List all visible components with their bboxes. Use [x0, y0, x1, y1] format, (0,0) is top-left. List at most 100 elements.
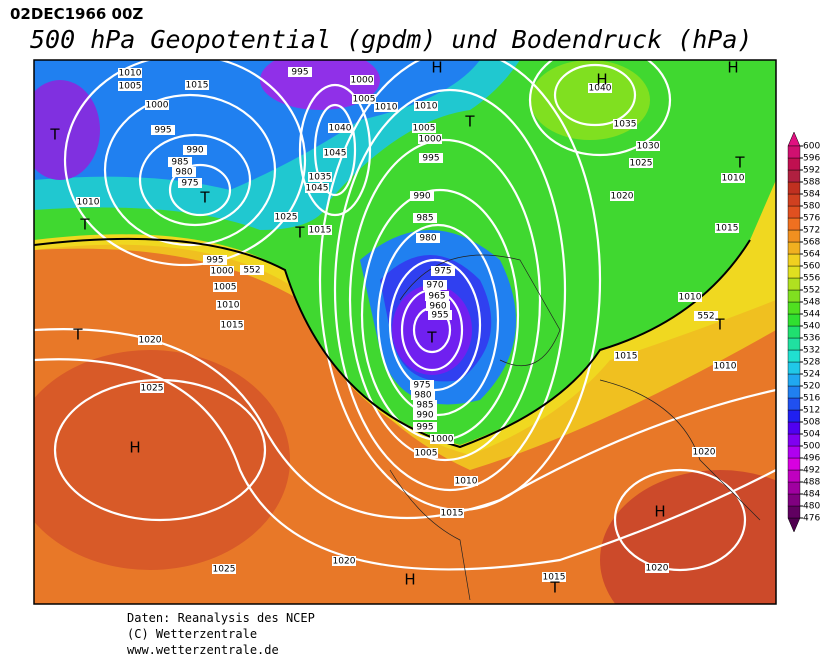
colorbar-swatch: [787, 385, 801, 399]
label-bg: [168, 157, 192, 167]
label-bg: [352, 94, 376, 104]
colorbar-swatch: [787, 409, 801, 423]
colorbar-label: 576: [803, 214, 820, 224]
colorbar-label: 492: [803, 466, 820, 476]
isobar-label: 1010: [722, 174, 745, 184]
label-bg: [629, 158, 653, 168]
colorbar-swatch: [787, 181, 801, 195]
colorbar-swatch: [787, 481, 801, 495]
colorbar-swatch: [787, 349, 801, 363]
colorbar-label: 596: [803, 154, 820, 164]
label-bg: [118, 81, 142, 91]
label-bg: [410, 380, 434, 390]
label-bg: [274, 212, 298, 222]
colorbar-label: 512: [803, 406, 820, 416]
colorbar-swatch: [787, 253, 801, 267]
colorbar-label: 580: [803, 202, 820, 212]
label-bg: [212, 564, 236, 574]
isobar-label: 985: [416, 401, 433, 411]
colorbar-swatch: [787, 373, 801, 387]
label-bg: [288, 67, 312, 77]
footer-line: (C) Wetterzentrale: [127, 627, 257, 641]
label-bg: [542, 572, 566, 582]
label-bg: [305, 183, 329, 193]
colorbar-swatch: [787, 229, 801, 243]
isobar-label: 990: [413, 192, 430, 202]
colorbar-label: 508: [803, 418, 820, 428]
label-bg: [645, 563, 669, 573]
isobar-label: 995: [416, 423, 433, 433]
label-bg: [332, 556, 356, 566]
pressure-center: T: [72, 326, 83, 344]
label-bg: [308, 172, 332, 182]
colorbar-label: 480: [803, 502, 820, 512]
isobar-label: 995: [154, 126, 171, 136]
isobar-label: 1005: [413, 124, 436, 134]
isobar-label: 1010: [77, 198, 100, 208]
isobar-label: 1010: [375, 103, 398, 113]
colorbar-swatch: [787, 277, 801, 291]
label-bg: [140, 383, 164, 393]
map-date: 02DEC1966 00Z: [10, 5, 143, 23]
pressure-center: T: [714, 316, 725, 334]
label-bg: [138, 335, 162, 345]
colorbar-label: 540: [803, 322, 820, 332]
colorbar-swatch: [787, 145, 801, 159]
label-bg: [613, 119, 637, 129]
label-bg: [454, 476, 478, 486]
label-bg: [413, 422, 437, 432]
isobar-label: 1020: [646, 564, 669, 574]
colorbar-swatch: [787, 457, 801, 471]
label-bg: [413, 400, 437, 410]
isobar-label: 1015: [309, 226, 332, 236]
isobar-label: 1010: [217, 301, 240, 311]
isobar-label: 1020: [611, 192, 634, 202]
colorbar-swatch: [787, 469, 801, 483]
label-bg: [721, 173, 745, 183]
isobar-label: 1005: [415, 449, 438, 459]
label-bg: [183, 145, 207, 155]
colorbar-label: 560: [803, 262, 820, 272]
label-bg: [412, 123, 436, 133]
label-bg: [178, 178, 202, 188]
colorbar-label: 536: [803, 334, 820, 344]
colorbar-swatch: [787, 433, 801, 447]
isobar-label: 1015: [186, 81, 209, 91]
isobar-label: 1010: [455, 477, 478, 487]
label-bg: [118, 68, 142, 78]
label-bg: [414, 448, 438, 458]
colorbar-label: 496: [803, 454, 820, 464]
isobar-label: 980: [414, 391, 431, 401]
label-bg: [374, 102, 398, 112]
pressure-center: H: [727, 59, 738, 77]
colorbar-swatch: [787, 205, 801, 219]
label-bg: [419, 153, 443, 163]
map-field: [34, 60, 776, 604]
isobar-label: 990: [186, 146, 203, 156]
label-bg: [411, 390, 435, 400]
colorbar-label: 552: [803, 286, 820, 296]
isobar-label: 1025: [275, 213, 298, 223]
colorbar-label: 584: [803, 190, 820, 200]
label-bg: [431, 266, 455, 276]
isobar-label: 1020: [693, 448, 716, 458]
isobar-label: 1040: [329, 124, 352, 134]
colorbar-label: 548: [803, 298, 820, 308]
isobar-label: 995: [422, 154, 439, 164]
isobar-label: 1020: [139, 336, 162, 346]
isobar-label: 1035: [614, 120, 637, 130]
colorbar-label: 484: [803, 490, 820, 500]
colorbar-swatch: [787, 445, 801, 459]
pressure-center: H: [129, 439, 140, 457]
label-bg: [713, 361, 737, 371]
label-bg: [220, 320, 244, 330]
label-bg: [413, 213, 437, 223]
colorbar-swatch: [787, 217, 801, 231]
label-bg: [636, 141, 660, 151]
pressure-center: T: [79, 216, 90, 234]
pressure-center: H: [404, 571, 415, 589]
colorbar-swatch: [787, 193, 801, 207]
colorbar-swatch: [787, 361, 801, 375]
footer-line: www.wetterzentrale.de: [127, 643, 279, 656]
